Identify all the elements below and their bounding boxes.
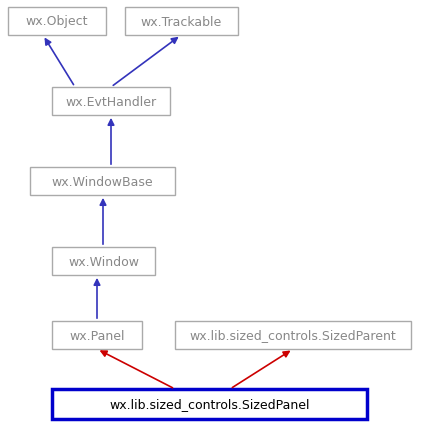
Text: wx.Object: wx.Object <box>26 15 88 29</box>
Bar <box>175 321 411 349</box>
Text: wx.EvtHandler: wx.EvtHandler <box>65 95 156 108</box>
Text: wx.Panel: wx.Panel <box>69 329 125 342</box>
Bar <box>52 321 142 349</box>
Bar <box>52 248 155 275</box>
Text: wx.lib.sized_controls.SizedPanel: wx.lib.sized_controls.SizedPanel <box>109 397 310 411</box>
Text: wx.Trackable: wx.Trackable <box>141 15 222 29</box>
Bar <box>30 167 175 196</box>
Text: wx.WindowBase: wx.WindowBase <box>52 175 153 188</box>
Bar <box>52 88 170 116</box>
Text: wx.Window: wx.Window <box>68 255 139 268</box>
Text: wx.lib.sized_controls.SizedParent: wx.lib.sized_controls.SizedParent <box>190 329 396 342</box>
Bar <box>52 389 367 419</box>
Bar <box>125 8 238 36</box>
Bar <box>8 8 106 36</box>
